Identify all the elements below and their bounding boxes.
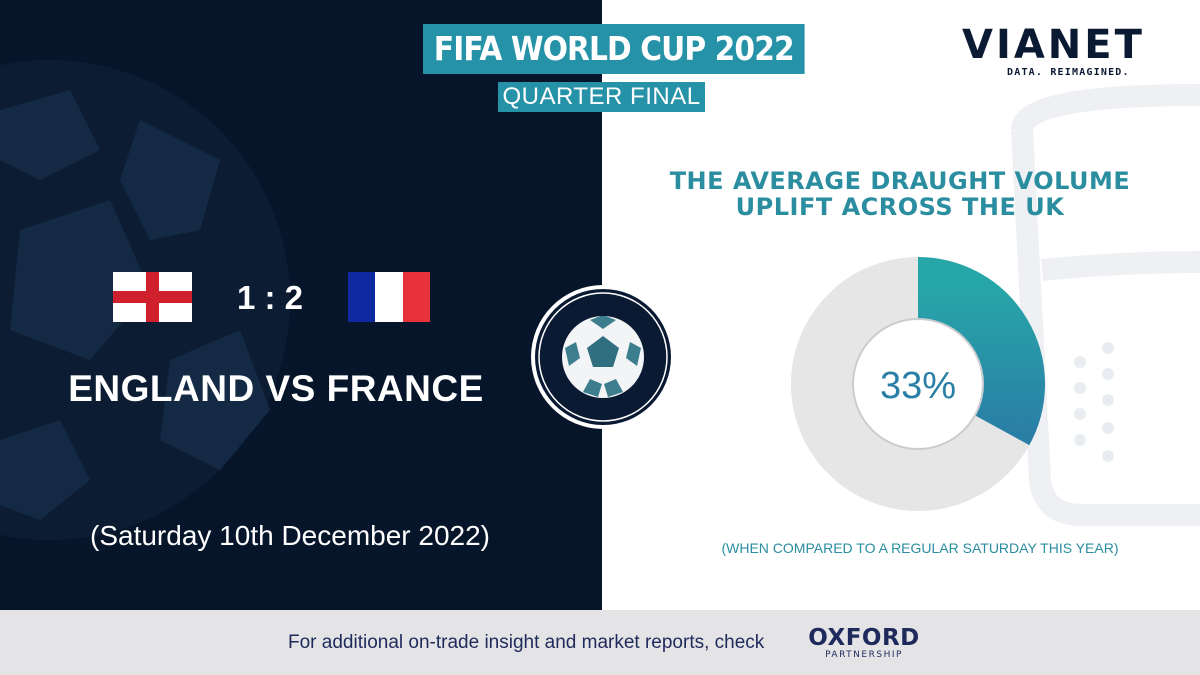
flag-stripe-blue xyxy=(348,272,376,322)
footer-bar: For additional on-trade insight and mark… xyxy=(0,610,1200,675)
oxford-logo-subtitle: PARTNERSHIP xyxy=(825,650,903,660)
match-title: ENGLAND VS FRANCE xyxy=(68,368,484,409)
stat-headline-line2: UPLIFT ACROSS THE UK xyxy=(735,193,1065,221)
uplift-donut-chart: 33% xyxy=(791,257,1045,511)
donut-value-label: 33% xyxy=(880,365,956,407)
match-date: (Saturday 10th December 2022) xyxy=(90,520,490,551)
stat-headline-line1: THE AVERAGE DRAUGHT VOLUME xyxy=(669,167,1131,195)
flag-stripe-white xyxy=(375,272,403,322)
stat-headline: THE AVERAGE DRAUGHT VOLUME UPLIFT ACROSS… xyxy=(640,168,1160,220)
soccer-ball-icon xyxy=(531,285,675,429)
event-stage: QUARTER FINAL xyxy=(498,82,705,112)
donut-inner-ring xyxy=(852,318,984,450)
logo-tagline: DATA. REIMAGINED. xyxy=(1007,67,1130,78)
footer-text: For additional on-trade insight and mark… xyxy=(288,632,765,653)
match-score: 1 : 2 xyxy=(236,279,304,316)
flag-cross-horizontal xyxy=(113,291,192,303)
event-title: FIFA WORLD CUP 2022 xyxy=(423,24,805,74)
england-flag-icon xyxy=(113,272,192,322)
france-flag-icon xyxy=(348,272,430,322)
logo-wordmark: VIANET xyxy=(962,22,1145,68)
vianet-logo: VIANET DATA. REIMAGINED. xyxy=(962,25,1172,78)
donut-segment-uplift xyxy=(916,257,1045,446)
flag-stripe-red xyxy=(402,272,430,322)
beer-glass-watermark-icon xyxy=(1011,84,1200,526)
stat-footnote: (WHEN COMPARED TO A REGULAR SATURDAY THI… xyxy=(721,540,1119,556)
oxford-partnership-logo[interactable]: OXFORD PARTNERSHIP xyxy=(804,626,924,660)
oxford-logo-wordmark: OXFORD xyxy=(808,625,920,651)
